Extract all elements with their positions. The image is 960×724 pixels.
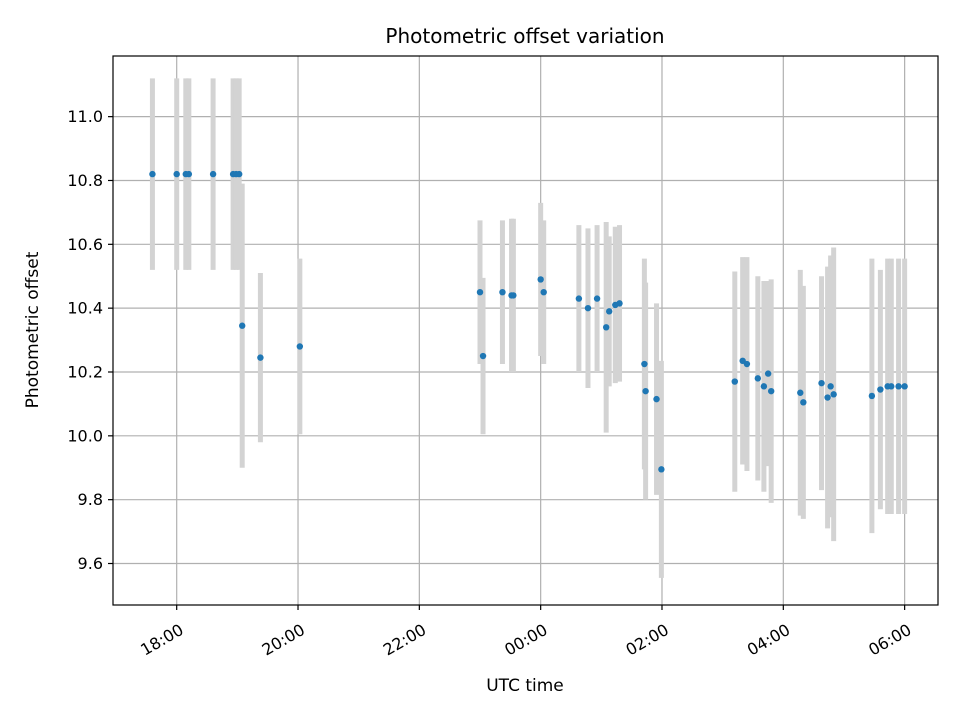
- data-point: [642, 387, 649, 395]
- y-tick-label: 10.8: [67, 171, 103, 190]
- data-point: [185, 170, 193, 178]
- y-tick-label: 9.8: [78, 490, 103, 509]
- data-point: [575, 295, 583, 302]
- y-tick-label: 10.2: [67, 362, 103, 381]
- data-point: [824, 394, 831, 401]
- data-point: [743, 360, 751, 368]
- data-point: [593, 295, 601, 302]
- data-point: [479, 352, 487, 360]
- data-point: [476, 288, 484, 296]
- data-point: [173, 170, 180, 178]
- data-point: [149, 170, 156, 178]
- plot-frame: [112, 55, 939, 606]
- data-point: [584, 304, 592, 312]
- data-point: [616, 300, 623, 307]
- data-point: [767, 387, 775, 395]
- data-point: [877, 386, 884, 393]
- data-point: [540, 288, 547, 296]
- data-point: [818, 379, 825, 387]
- y-tick-label: 9.6: [78, 554, 103, 573]
- data-point: [257, 354, 264, 361]
- data-point: [895, 383, 902, 390]
- data-point: [209, 170, 217, 178]
- data-point: [606, 308, 613, 315]
- y-axis-label: Photometric offset: [23, 251, 43, 408]
- x-axis-label: UTC time: [486, 676, 564, 696]
- data-point: [830, 391, 837, 398]
- data-point: [658, 466, 665, 473]
- data-points: [149, 170, 908, 473]
- data-point: [602, 324, 610, 331]
- data-point: [239, 322, 246, 329]
- data-point: [641, 360, 648, 368]
- data-point: [537, 276, 544, 283]
- data-point: [235, 170, 243, 178]
- data-point: [868, 392, 876, 400]
- data-point: [764, 370, 772, 377]
- data-point: [296, 343, 304, 350]
- data-point: [797, 389, 804, 396]
- data-point: [499, 288, 506, 296]
- data-point: [653, 395, 660, 403]
- data-point: [888, 383, 895, 390]
- y-tick-label: 11.0: [67, 107, 103, 126]
- data-point: [754, 375, 762, 382]
- y-tick-label: 10.0: [67, 426, 103, 445]
- chart-title: Photometric offset variation: [385, 24, 664, 48]
- data-point: [731, 378, 738, 385]
- y-tick-label: 10.4: [67, 299, 103, 318]
- data-point: [827, 383, 834, 390]
- data-point: [760, 383, 768, 390]
- y-axis-ticks: 9.6 9.8 10.0 10.2 10.4 10.6 10.8 11.0: [67, 107, 113, 573]
- data-point: [510, 292, 517, 299]
- y-tick-label: 10.6: [67, 235, 103, 254]
- data-point: [800, 399, 807, 406]
- data-point: [901, 383, 908, 390]
